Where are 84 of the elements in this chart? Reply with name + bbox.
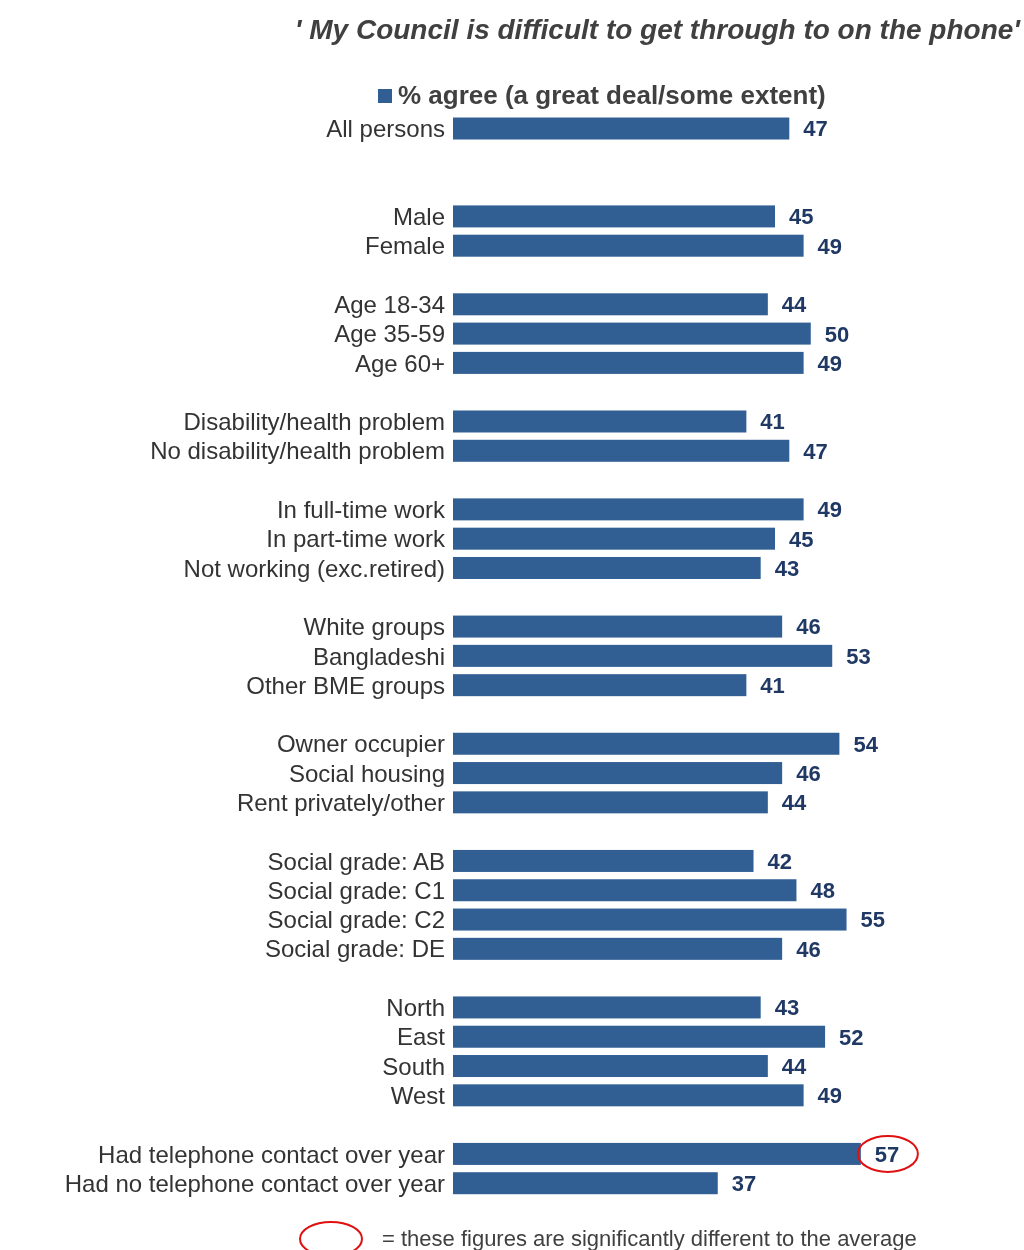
data-label: 43 (774, 555, 800, 581)
data-label: 49 (817, 350, 843, 376)
data-label: 57 (874, 1141, 900, 1167)
bar (453, 937, 783, 960)
bar (453, 293, 768, 316)
data-label: 42 (767, 848, 793, 874)
bar (453, 908, 847, 931)
bar (453, 205, 775, 228)
annotation: = these figures are significantly different to the average (382, 1226, 917, 1250)
y-tick-label: Other BME groups (246, 671, 445, 699)
bar (453, 410, 747, 433)
bar (453, 498, 804, 521)
legend-label: % agree (a great deal/some extent) (397, 80, 826, 111)
chart-title: ' My Council is difficult to get through to on the phone' (294, 14, 1020, 46)
y-tick-label: Social grade: C1 (267, 876, 445, 904)
data-label: 46 (796, 614, 821, 640)
data-label: 41 (760, 409, 785, 435)
data-label: 44 (781, 1053, 808, 1079)
y-tick-label: Age 60+ (354, 349, 445, 377)
y-tick-label: Owner occupier (276, 730, 445, 758)
bar (453, 1172, 718, 1195)
data-label: 48 (810, 878, 835, 904)
data-label: 54 (853, 731, 879, 757)
y-tick-label: South (382, 1052, 445, 1080)
data-label: 46 (796, 760, 821, 786)
data-label: 49 (817, 497, 843, 523)
bar (453, 234, 804, 257)
y-tick-label: Social grade: AB (267, 847, 445, 875)
data-label: 44 (781, 790, 808, 816)
y-tick-label: Male (392, 203, 445, 231)
y-tick-label: Social grade: DE (264, 935, 445, 963)
y-tick-label: Had telephone contact over year (98, 1140, 445, 1168)
bar (453, 1084, 804, 1107)
y-tick-label: In full-time work (276, 496, 446, 524)
y-tick-label: Age 18-34 (334, 290, 445, 318)
y-tick-label: Social housing (288, 759, 445, 787)
y-tick-label: Disability/health problem (183, 408, 445, 436)
data-label: 37 (731, 1171, 757, 1197)
y-tick-label: Bangladeshi (312, 642, 445, 670)
data-label: 49 (817, 233, 843, 259)
data-label: 43 (774, 995, 800, 1021)
bar (453, 674, 747, 697)
y-tick-label: North (386, 994, 445, 1022)
y-tick-label: Rent privately/other (236, 789, 445, 817)
data-label: 46 (796, 936, 821, 962)
y-tick-label: White groups (303, 613, 445, 641)
bar (453, 762, 783, 785)
bar (453, 791, 768, 814)
data-label: 55 (860, 907, 886, 933)
data-label: 45 (788, 204, 814, 230)
bar (453, 1025, 826, 1048)
bar (453, 527, 775, 550)
bar (453, 556, 761, 579)
y-tick-label: Female (364, 232, 445, 260)
y-tick-label: Social grade: C2 (267, 906, 445, 934)
bar (453, 351, 804, 374)
bar (453, 732, 840, 755)
y-tick-label: All persons (326, 115, 445, 143)
data-label: 44 (781, 292, 808, 318)
data-label: 49 (817, 1083, 843, 1109)
bar (453, 849, 754, 872)
bar (453, 322, 811, 345)
y-tick-label: Had no telephone contact over year (64, 1169, 446, 1197)
data-label: 47 (803, 438, 828, 464)
y-tick-label: East (396, 1023, 446, 1051)
data-label: 45 (788, 526, 814, 552)
data-label: 52 (839, 1024, 864, 1050)
data-label: 50 (824, 321, 850, 347)
bar (453, 439, 790, 462)
bar (453, 117, 790, 140)
y-tick-label: In part-time work (266, 525, 446, 553)
bar (453, 615, 783, 638)
y-tick-label: No disability/health problem (150, 437, 445, 465)
bar (453, 879, 797, 902)
bar (453, 1142, 861, 1165)
bar (453, 644, 833, 667)
bar (453, 1055, 768, 1078)
data-label: 53 (846, 643, 871, 669)
data-label: 41 (760, 673, 785, 699)
data-label: 47 (803, 116, 828, 142)
bar (453, 996, 761, 1019)
y-tick-label: Age 35-59 (334, 320, 445, 348)
y-tick-label: Not working (exc.retired) (183, 554, 445, 582)
y-tick-label: West (390, 1081, 446, 1109)
